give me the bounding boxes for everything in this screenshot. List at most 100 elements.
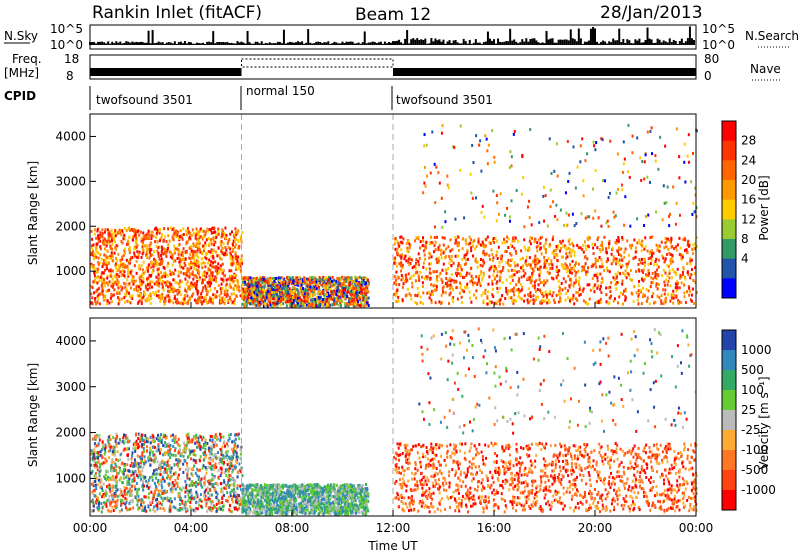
data-pixel — [565, 211, 568, 215]
data-pixel — [177, 248, 180, 252]
data-pixel — [419, 270, 422, 274]
data-pixel — [571, 212, 574, 216]
data-pixel — [317, 295, 320, 299]
data-pixel — [539, 241, 542, 245]
data-pixel — [105, 289, 108, 293]
data-pixel — [619, 272, 622, 276]
data-pixel — [551, 263, 554, 267]
data-pixel — [313, 293, 316, 297]
data-pixel — [111, 237, 114, 241]
data-pixel — [669, 299, 672, 303]
data-pixel — [249, 292, 252, 296]
data-pixel — [463, 275, 466, 279]
data-pixel — [157, 251, 160, 255]
data-pixel — [287, 275, 290, 279]
cpid-segment-2: normal 150 — [246, 84, 315, 98]
data-pixel — [544, 292, 547, 296]
data-pixel — [603, 179, 606, 183]
data-pixel — [519, 296, 522, 300]
data-pixel — [359, 303, 362, 307]
beam-label: Beam 12 — [355, 5, 431, 25]
data-pixel — [466, 271, 469, 275]
data-pixel — [520, 249, 523, 253]
data-pixel — [542, 185, 545, 189]
data-pixel — [95, 483, 98, 487]
data-pixel — [664, 288, 667, 292]
data-pixel — [241, 262, 244, 266]
data-pixel — [104, 254, 107, 258]
data-pixel — [195, 242, 198, 246]
data-pixel — [151, 280, 154, 284]
data-pixel — [575, 291, 578, 295]
data-pixel — [178, 243, 181, 247]
data-pixel — [470, 238, 473, 242]
data-pixel — [234, 239, 237, 243]
data-pixel — [195, 261, 198, 265]
data-pixel — [632, 300, 635, 304]
data-pixel — [106, 477, 109, 481]
data-pixel — [395, 279, 398, 283]
data-pixel — [156, 239, 159, 243]
data-pixel — [195, 244, 198, 248]
data-pixel — [405, 276, 408, 280]
data-pixel — [294, 294, 297, 298]
data-pixel — [565, 291, 568, 295]
data-pixel — [526, 277, 529, 281]
data-pixel — [515, 283, 518, 287]
data-pixel — [186, 280, 189, 284]
data-pixel — [356, 298, 359, 302]
data-pixel — [147, 229, 150, 233]
data-pixel — [108, 280, 111, 284]
data-pixel — [97, 275, 100, 279]
data-pixel — [259, 287, 262, 291]
data-pixel — [539, 236, 542, 240]
data-pixel — [210, 254, 213, 258]
data-pixel — [94, 252, 97, 256]
data-pixel — [318, 290, 321, 294]
data-pixel — [509, 264, 512, 268]
data-pixel — [622, 170, 625, 174]
data-pixel — [127, 268, 130, 272]
data-pixel — [545, 261, 548, 265]
data-pixel — [226, 242, 229, 246]
data-pixel — [508, 165, 511, 169]
data-pixel — [477, 279, 480, 283]
data-pixel — [236, 231, 239, 235]
data-pixel — [278, 296, 281, 300]
data-pixel — [576, 243, 579, 247]
data-pixel — [197, 242, 200, 246]
data-pixel — [213, 243, 216, 247]
data-pixel — [534, 254, 537, 258]
data-pixel — [601, 264, 604, 268]
data-pixel — [285, 294, 288, 298]
data-pixel — [410, 297, 413, 301]
data-pixel — [534, 260, 537, 264]
data-pixel — [493, 240, 496, 244]
data-pixel — [417, 252, 420, 256]
data-pixel — [667, 279, 670, 283]
data-pixel — [330, 284, 333, 288]
data-pixel — [621, 237, 624, 241]
data-pixel — [237, 255, 240, 259]
data-pixel — [256, 281, 259, 285]
data-pixel — [605, 250, 608, 254]
data-pixel — [103, 284, 106, 288]
data-pixel — [639, 288, 642, 292]
data-pixel — [343, 283, 346, 287]
data-pixel — [128, 250, 131, 254]
data-pixel — [221, 228, 224, 232]
data-pixel — [585, 247, 588, 251]
data-pixel — [272, 304, 275, 308]
data-pixel — [663, 280, 666, 284]
data-pixel — [109, 489, 112, 493]
data-pixel — [185, 269, 188, 273]
data-pixel — [153, 282, 156, 286]
data-pixel — [265, 295, 268, 299]
data-pixel — [559, 240, 562, 244]
data-pixel — [460, 267, 463, 271]
data-pixel — [123, 274, 126, 278]
data-pixel — [694, 280, 697, 284]
data-pixel — [243, 304, 246, 308]
data-pixel — [95, 302, 98, 306]
data-pixel — [137, 252, 140, 256]
